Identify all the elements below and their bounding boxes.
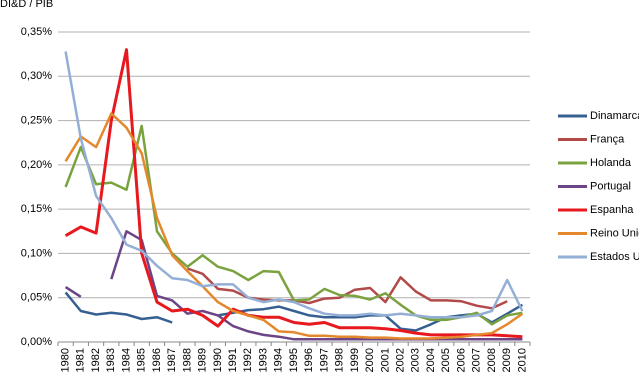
series-line [64,51,524,319]
x-tick-label: 1996 [303,348,315,372]
x-tick-label: 1984 [120,348,132,372]
x-tick-label: 1997 [318,348,330,372]
legend-label: Dinamarca [590,110,639,122]
x-tick-label: 1983 [105,348,117,372]
series-line [186,267,508,310]
legend-label: Estados Unidos [590,251,639,263]
x-tick-label: 1992 [242,348,254,372]
series-line [64,230,523,341]
legend-label: Portugal [590,180,631,192]
x-tick-label: 2010 [516,348,528,372]
y-tick-label: 0,35% [21,26,52,38]
x-tick-label: 1981 [75,348,87,372]
x-tick-label: 2002 [394,348,406,372]
chart-title: DI&D / PIB [0,0,53,10]
legend-label: Espanha [590,204,634,216]
legend-label: França [590,133,625,145]
x-tick-label: 2003 [410,348,422,372]
y-tick-label: 0,05% [21,292,52,304]
y-tick-label: 0,20% [21,159,52,171]
series-line [64,112,524,340]
x-tick-label: 2005 [440,348,452,372]
x-tick-label: 1980 [60,348,72,372]
y-tick-label: 0,15% [21,203,52,215]
y-tick-label: 0,30% [21,70,52,82]
x-tick-label: 1990 [212,348,224,372]
x-tick-label: 2000 [364,348,376,372]
x-tick-label: 1994 [273,348,285,372]
x-tick-label: 2009 [501,348,513,372]
series-line [64,48,523,339]
x-tick-label: 1982 [90,348,102,372]
x-tick-label: 1988 [181,348,193,372]
x-tick-label: 2007 [471,348,483,372]
x-tick-label: 2001 [379,348,391,372]
legend-label: Reino Unido [590,227,639,239]
x-tick-label: 1998 [334,348,346,372]
x-tick-label: 1986 [151,348,163,372]
y-tick-label: 0,25% [21,114,52,126]
x-tick-label: 1985 [136,348,148,372]
x-tick-label: 2004 [425,348,437,372]
x-tick-label: 1987 [166,348,178,372]
x-tick-label: 1991 [227,348,239,372]
x-tick-label: 1989 [197,348,209,372]
x-tick-label: 2008 [486,348,498,372]
y-tick-label: 0,10% [21,247,52,259]
y-tick-label: 0,00% [21,336,52,348]
series-line [64,124,523,326]
legend-label: Holanda [590,157,632,169]
x-tick-label: 2006 [455,348,467,372]
x-tick-label: 1999 [349,348,361,372]
x-tick-label: 1993 [257,348,269,372]
x-tick-label: 1995 [288,348,300,372]
